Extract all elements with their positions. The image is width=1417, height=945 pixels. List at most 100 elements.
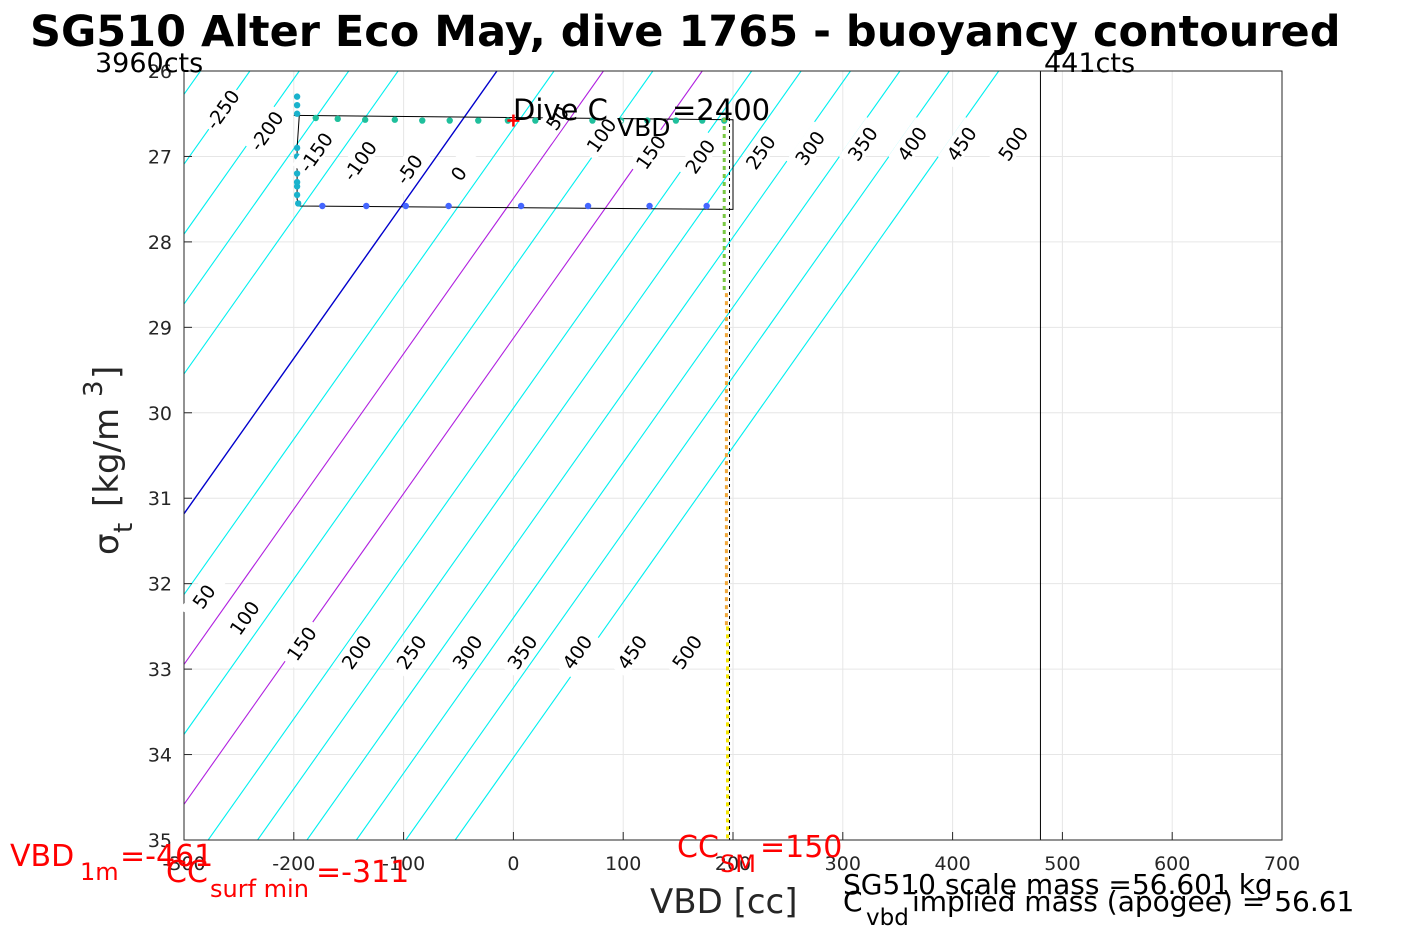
dive-c-vbd-label: Dive C VBD =2400 bbox=[513, 93, 770, 142]
implied-mass-prefix: C bbox=[843, 885, 863, 918]
x-tick-label: -100 bbox=[382, 853, 425, 875]
data-point bbox=[293, 101, 301, 109]
x-tick-label: 200 bbox=[715, 853, 751, 875]
axis-ticks: -300 -200 -100 0 100 200 300 400 500 600 700 26 27 28… bbox=[148, 61, 1300, 875]
contour-label-bg bbox=[292, 125, 338, 178]
contour-label-bg bbox=[277, 616, 324, 669]
cc-surf-min-label: CC surf min =-311 bbox=[166, 855, 409, 903]
data-point bbox=[532, 117, 539, 124]
data-point bbox=[589, 117, 596, 124]
data-point bbox=[363, 202, 370, 210]
contour-label-bg bbox=[888, 117, 934, 169]
contour-label-bg bbox=[443, 625, 490, 678]
scale-mass-label: SG510 scale mass =56.601 kg bbox=[843, 868, 1273, 901]
y-axis-sup: 3 bbox=[79, 380, 109, 397]
contour-line bbox=[184, 71, 300, 236]
contour-line bbox=[306, 71, 851, 840]
contour-label-bg bbox=[434, 147, 481, 199]
y-tick-label: 30 bbox=[148, 403, 172, 425]
contour-line bbox=[184, 71, 604, 666]
contour-label-bg bbox=[553, 625, 600, 678]
cc-surf-min-prefix: CC bbox=[166, 855, 208, 890]
data-point bbox=[334, 115, 341, 123]
contour-label-bg bbox=[498, 625, 545, 678]
y-tick-label: 31 bbox=[148, 488, 172, 510]
cc-surf-min-sub: surf min bbox=[210, 875, 309, 903]
data-point bbox=[294, 200, 302, 207]
data-point bbox=[517, 202, 525, 210]
data-point bbox=[699, 117, 706, 124]
contour-label-bg bbox=[577, 108, 624, 161]
contour-label-bg bbox=[989, 117, 1036, 169]
y-axis-title: σ t [kg/m 3 ] bbox=[79, 366, 139, 555]
dive-points bbox=[293, 93, 730, 840]
y-tick-label: 35 bbox=[148, 830, 172, 852]
contour-line bbox=[207, 71, 753, 840]
data-point bbox=[646, 202, 653, 210]
contour-label-bg bbox=[387, 625, 434, 678]
data-point bbox=[445, 202, 452, 210]
vbd-1m-sub: 1m bbox=[80, 858, 119, 886]
cc-sm-suffix: =150 bbox=[760, 830, 842, 865]
vbd-1m-prefix: VBD bbox=[10, 839, 74, 874]
contour-label-bg bbox=[937, 117, 984, 169]
x-tick-label: 700 bbox=[1264, 853, 1300, 875]
x-tick-label: 300 bbox=[825, 853, 861, 875]
y-axis-sigma: σ bbox=[87, 533, 127, 555]
data-point bbox=[293, 191, 301, 199]
contour-label-bg bbox=[786, 121, 832, 174]
data-point bbox=[584, 202, 592, 210]
y-tick-label: 34 bbox=[148, 745, 172, 767]
data-point bbox=[419, 117, 426, 124]
cc-sm-sub: SM bbox=[720, 850, 756, 878]
data-point bbox=[391, 116, 399, 123]
contour-line bbox=[184, 71, 350, 305]
contour-line bbox=[184, 71, 498, 515]
data-point bbox=[293, 110, 301, 117]
contour-line bbox=[184, 71, 703, 806]
contour-label-bg bbox=[220, 591, 267, 644]
vbd-min-counts-label: 3960cts bbox=[95, 48, 203, 79]
buoyancy-contours bbox=[184, 71, 1000, 840]
x-tick-label: -300 bbox=[162, 853, 205, 875]
data-point bbox=[293, 144, 301, 152]
implied-mass-suffix: implied mass (apogee) = 56.61 bbox=[912, 885, 1354, 918]
contour-line bbox=[257, 71, 802, 840]
data-point bbox=[319, 202, 326, 210]
contour-label-bg bbox=[608, 625, 655, 678]
contour-label-bg bbox=[736, 125, 783, 178]
data-point bbox=[703, 202, 710, 210]
contour-label-bg bbox=[198, 82, 245, 135]
x-tick-label: 600 bbox=[1154, 853, 1190, 875]
contour-label-bg bbox=[180, 569, 226, 622]
x-tick-label: 500 bbox=[1044, 853, 1080, 875]
y-tick-label: 33 bbox=[148, 659, 172, 681]
cc-sm-prefix: CC bbox=[677, 830, 719, 865]
y-axis-sub: t bbox=[109, 523, 139, 533]
implied-mass-sub: vbd bbox=[866, 905, 909, 931]
y-tick-label: 29 bbox=[148, 317, 172, 339]
x-tick-label: 100 bbox=[605, 853, 641, 875]
y-axis-units: [kg/m bbox=[87, 408, 127, 507]
vbd-1m-suffix: =-461 bbox=[120, 839, 213, 874]
reference-lines bbox=[729, 71, 1041, 840]
data-point bbox=[312, 114, 319, 122]
y-axis-close: ] bbox=[87, 366, 127, 379]
contour-label-bg bbox=[533, 91, 580, 144]
contour-line bbox=[184, 71, 399, 375]
contour-label-bg bbox=[385, 142, 432, 195]
data-point bbox=[446, 117, 453, 124]
x-axis-title: VBD [cc] bbox=[650, 882, 798, 922]
contour-line bbox=[184, 71, 654, 736]
cc-sm-label: CC SM =150 bbox=[677, 830, 842, 878]
dive-c-vbd-suffix: =2400 bbox=[672, 93, 770, 127]
contour-label-bg bbox=[663, 625, 709, 678]
data-point bbox=[293, 93, 301, 100]
contour-label-bg bbox=[676, 129, 723, 182]
dive-c-vbd-prefix: Dive C bbox=[513, 93, 608, 127]
y-tick-label: 26 bbox=[148, 61, 172, 83]
contour-line bbox=[355, 71, 901, 840]
y-tick-label: 27 bbox=[148, 146, 172, 168]
data-point bbox=[361, 116, 369, 123]
data-point bbox=[644, 117, 651, 124]
